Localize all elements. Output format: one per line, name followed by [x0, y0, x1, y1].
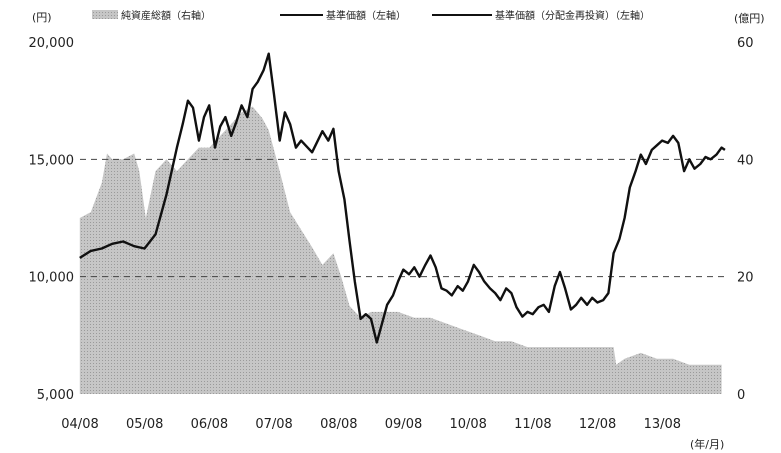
left-axis-ticks: 5,000 10,000 15,000 20,000 [29, 36, 75, 403]
x-tick-label: 07/08 [255, 417, 292, 432]
legend-label-net-assets: 純資産総額（右軸） [121, 9, 211, 22]
left-tick-label: 5,000 [37, 388, 74, 403]
legend: 純資産総額（右軸） 基準価額（左軸） 基準価額（分配金再投資）（左軸） [92, 9, 650, 22]
x-tick-label: 12/08 [579, 417, 616, 432]
right-tick-label: 40 [737, 153, 754, 168]
left-tick-label: 15,000 [29, 153, 75, 168]
right-tick-label: 60 [737, 36, 754, 51]
series-area-net-assets [79, 106, 722, 394]
x-tick-label: 04/08 [61, 417, 98, 432]
x-tick-label: 06/08 [191, 417, 228, 432]
gridlines [80, 158, 727, 278]
right-axis-unit: (億円) [734, 12, 765, 25]
left-axis-unit: (円) [32, 11, 52, 24]
legend-label-nav: 基準価額（左軸） [326, 9, 406, 22]
x-tick-label: 05/08 [126, 417, 163, 432]
series-lines [79, 52, 726, 344]
left-tick-label: 10,000 [29, 271, 75, 286]
series-line-nav-reinvested [79, 53, 726, 344]
plot-area [79, 106, 722, 394]
right-tick-label: 0 [737, 388, 745, 403]
right-tick-label: 20 [737, 271, 754, 286]
x-tick-label: 10/08 [449, 417, 486, 432]
x-tick-label: 08/08 [320, 417, 357, 432]
x-tick-label: 13/08 [644, 417, 681, 432]
legend-label-nav-reinvested: 基準価額（分配金再投資）（左軸） [495, 9, 650, 22]
x-tick-label: 09/08 [385, 417, 422, 432]
x-tick-label: 11/08 [514, 417, 551, 432]
left-tick-label: 20,000 [29, 36, 75, 51]
x-axis-unit: (年/月) [690, 437, 724, 451]
legend-swatch-net-assets [92, 10, 118, 19]
x-axis-ticks: 04/08 05/08 06/08 07/08 08/08 09/08 10/08 11/08… [61, 417, 681, 432]
right-axis-ticks: 0 20 40 60 [737, 36, 754, 403]
